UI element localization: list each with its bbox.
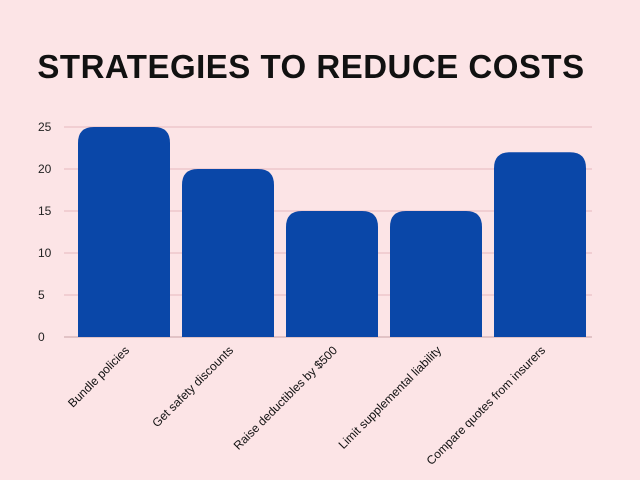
y-tick-label: 5: [38, 288, 45, 302]
bar: [494, 152, 586, 337]
y-tick-label: 0: [38, 330, 45, 344]
x-tick-label: Limit supplemental liability: [336, 343, 444, 451]
y-tick-label: 15: [38, 204, 52, 218]
x-tick-label: Compare quotes from insurers: [424, 343, 549, 468]
x-axis-ticks: Bundle policies Get safety discountsRaise…: [65, 343, 548, 468]
bar: [390, 211, 482, 337]
y-tick-label: 20: [38, 162, 52, 176]
bars: [78, 127, 586, 337]
y-tick-label: 25: [38, 120, 52, 134]
y-axis-ticks: 0 5 10 15 20 25: [38, 120, 52, 344]
bar: [78, 127, 170, 337]
bar: [182, 169, 274, 337]
x-tick-label: Raise deductibles by $500: [231, 343, 341, 453]
y-tick-label: 10: [38, 246, 52, 260]
bar: [286, 211, 378, 337]
chart-title: STRATEGIES TO REDUCE COSTS: [37, 48, 585, 85]
x-tick-label: Get safety discounts: [149, 343, 236, 430]
x-tick-label: Bundle policies: [65, 343, 132, 410]
